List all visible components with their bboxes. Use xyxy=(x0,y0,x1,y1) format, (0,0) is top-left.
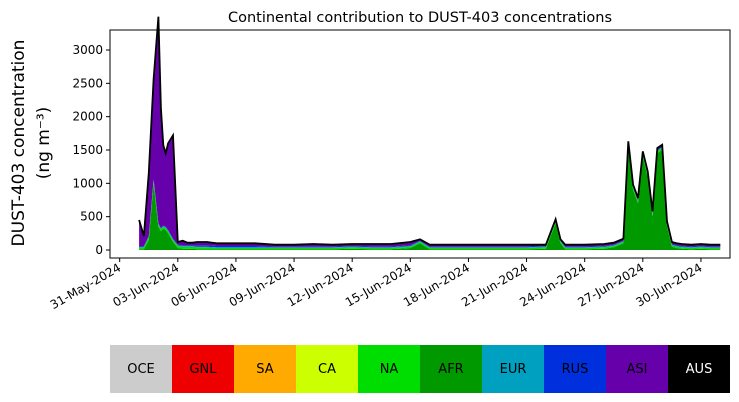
y-axis-label-line1: DUST-403 concentration xyxy=(9,40,29,247)
total-concentration-line xyxy=(138,16,721,246)
y-tick-label: 2000 xyxy=(72,110,103,124)
y-tick-label: 500 xyxy=(80,210,103,224)
legend-item-ca: CA xyxy=(296,345,358,393)
y-axis-label-line2: (ng m⁻³) xyxy=(34,107,54,180)
legend-item-sa: SA xyxy=(234,345,296,393)
y-tick-label: 1000 xyxy=(72,176,103,190)
legend-item-na: NA xyxy=(358,345,420,393)
y-tick-label: 1500 xyxy=(72,143,103,157)
legend-item-afr: AFR xyxy=(420,345,482,393)
y-tick-label: 3000 xyxy=(72,43,103,57)
y-tick-label: 2500 xyxy=(72,76,103,90)
plot-area xyxy=(138,16,721,250)
legend-item-oce: OCE xyxy=(110,345,172,393)
plot-frame xyxy=(109,29,731,259)
legend-item-rus: RUS xyxy=(544,345,606,393)
continent-legend: OCE GNL SA CA NA AFR EUR RUS ASI AUS xyxy=(110,345,730,393)
y-tick-label: 0 xyxy=(95,243,103,257)
legend-item-gnl: GNL xyxy=(172,345,234,393)
x-tick-label: 30-Jun-2024 xyxy=(633,260,704,309)
x-tick-label: 31-May-2024 xyxy=(48,260,123,312)
legend-item-eur: EUR xyxy=(482,345,544,393)
legend-item-aus: AUS xyxy=(668,345,730,393)
area-series-afr xyxy=(139,146,721,250)
chart-title: Continental contribution to DUST-403 con… xyxy=(228,10,612,26)
legend-item-asi: ASI xyxy=(606,345,668,393)
